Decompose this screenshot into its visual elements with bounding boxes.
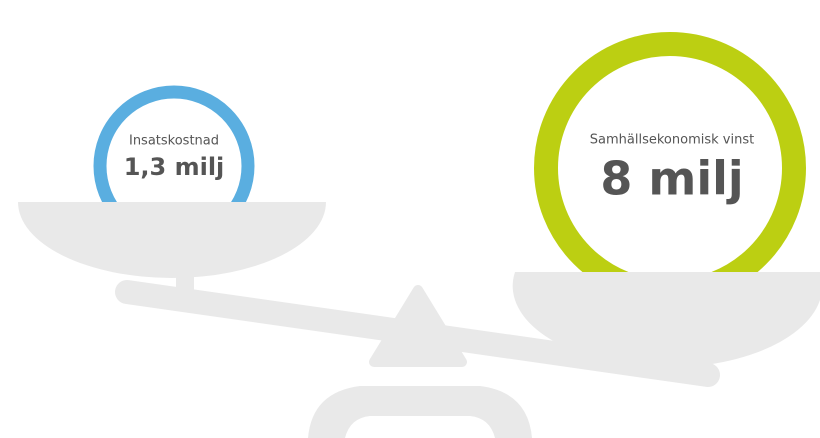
left-pan [18,202,326,278]
right-value: 8 milj [600,152,743,206]
page: Insatskostnad 1,3 milj Samhällsekonomisk… [0,0,820,438]
scale-infographic: Insatskostnad 1,3 milj Samhällsekonomisk… [0,0,820,438]
scale-base [308,386,532,438]
right-label: Samhällsekonomisk vinst [590,133,754,148]
left-value: 1,3 milj [124,153,225,181]
left-label: Insatskostnad [129,134,219,149]
